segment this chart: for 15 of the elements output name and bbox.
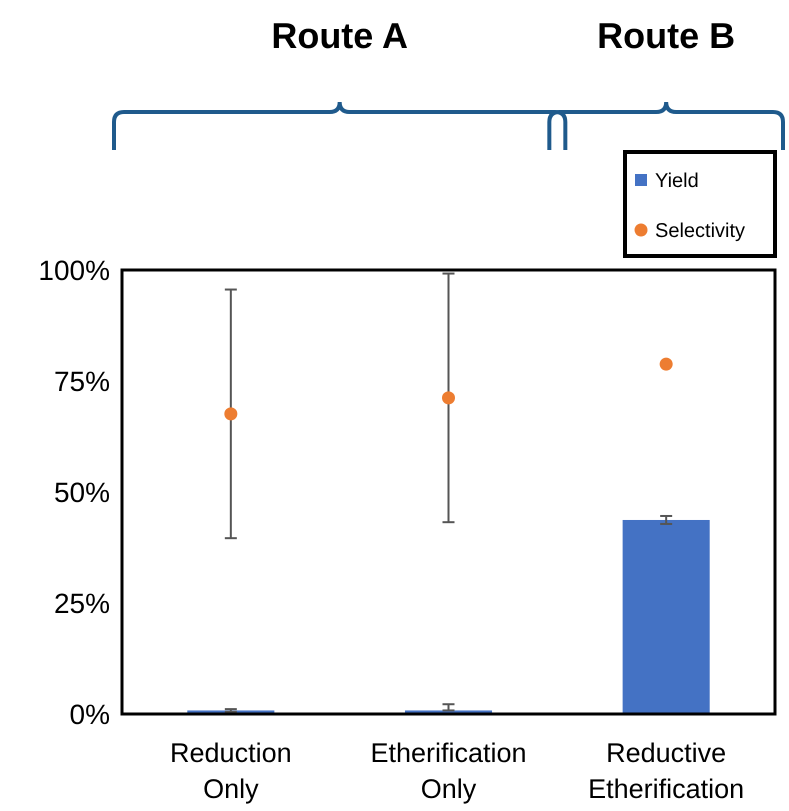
legend-label: Yield <box>655 170 699 192</box>
x-tick-label: Reduction Only <box>170 738 292 804</box>
text: Route B <box>597 15 736 56</box>
x-tick-label: Etherification Only <box>370 738 527 804</box>
y-tick-label: 0% <box>70 698 110 730</box>
legend-label: Selectivity <box>655 220 746 242</box>
text: Route A <box>271 15 408 56</box>
y-tick-label: 50% <box>54 476 110 508</box>
y-tick-label: 100% <box>38 254 110 286</box>
point <box>224 407 238 420</box>
y-tick-label: 25% <box>54 588 110 619</box>
point <box>660 358 673 371</box>
x-tick-label: Reductive Etherification <box>588 738 744 804</box>
y-tick-label: 75% <box>54 366 110 397</box>
point <box>442 391 455 404</box>
